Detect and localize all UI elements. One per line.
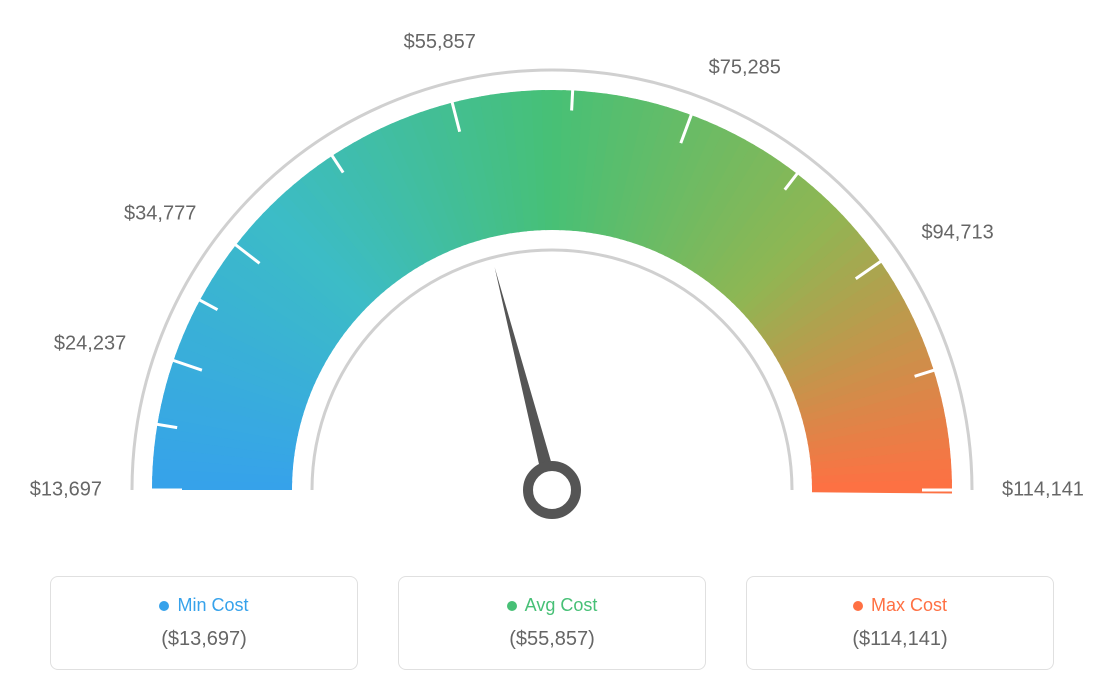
legend-card-max: Max Cost ($114,141) bbox=[746, 576, 1054, 670]
legend-value-max: ($114,141) bbox=[757, 628, 1043, 651]
legend-card-min: Min Cost ($13,697) bbox=[50, 576, 358, 670]
legend-label-avg: Avg Cost bbox=[525, 595, 598, 616]
legend-title-min: Min Cost bbox=[61, 595, 347, 616]
legend-card-avg: Avg Cost ($55,857) bbox=[398, 576, 706, 670]
legend-dot-avg bbox=[507, 601, 517, 611]
legend-row: Min Cost ($13,697) Avg Cost ($55,857) Ma… bbox=[0, 576, 1104, 670]
legend-title-avg: Avg Cost bbox=[409, 595, 695, 616]
legend-value-avg: ($55,857) bbox=[409, 628, 695, 651]
legend-title-max: Max Cost bbox=[757, 595, 1043, 616]
tick-label: $75,285 bbox=[709, 57, 781, 80]
gauge-area: $13,697 $24,237 $34,777 $55,857 $75,285 $94,7… bbox=[0, 0, 1104, 540]
legend-label-max: Max Cost bbox=[871, 595, 947, 616]
gauge-svg bbox=[0, 0, 1104, 540]
tick-label: $34,777 bbox=[124, 203, 196, 226]
tick-label: $55,857 bbox=[404, 31, 476, 54]
gauge-chart-container: $13,697 $24,237 $34,777 $55,857 $75,285 $94,7… bbox=[0, 0, 1104, 690]
legend-value-min: ($13,697) bbox=[61, 628, 347, 651]
tick-label: $94,713 bbox=[921, 222, 993, 245]
legend-dot-min bbox=[159, 601, 169, 611]
legend-dot-max bbox=[853, 601, 863, 611]
legend-label-min: Min Cost bbox=[177, 595, 248, 616]
tick-label: $114,141 bbox=[1002, 479, 1084, 502]
tick-label: $13,697 bbox=[30, 479, 102, 502]
tick-label: $24,237 bbox=[54, 333, 126, 356]
